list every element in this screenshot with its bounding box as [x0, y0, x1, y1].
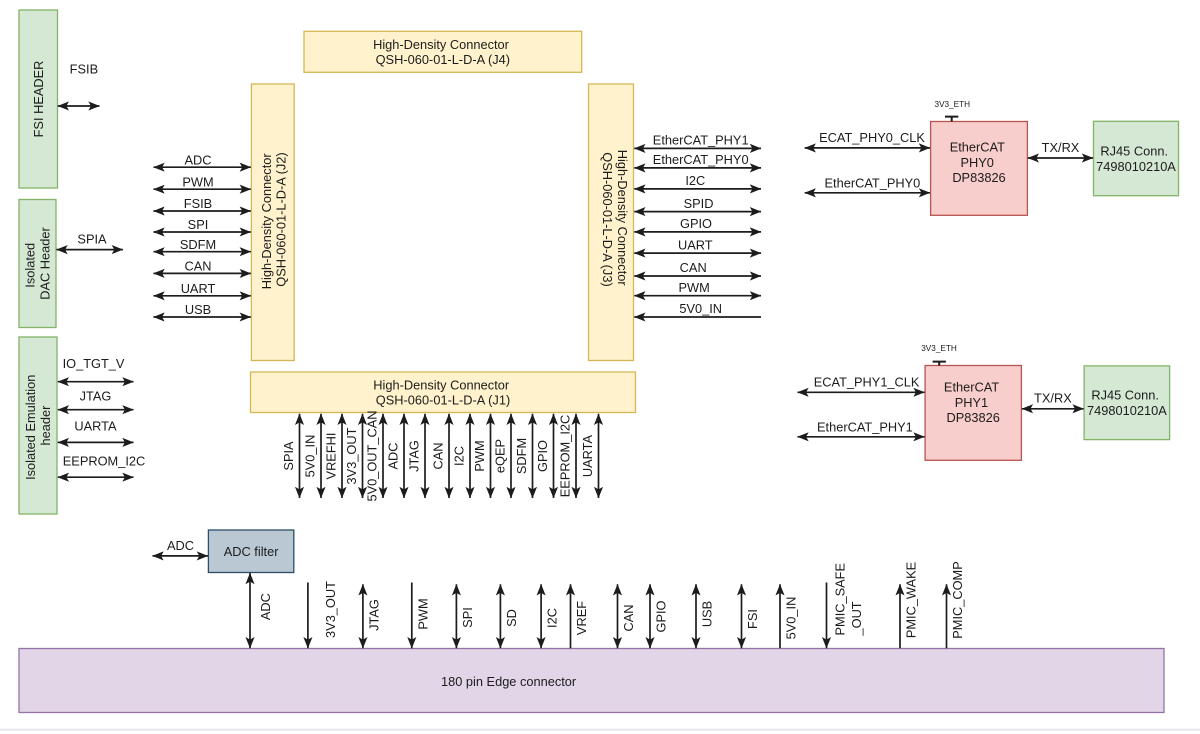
svg-text:PWM: PWM [415, 598, 430, 629]
svg-text:5V0_IN: 5V0_IN [784, 597, 799, 640]
svg-text:FSIB: FSIB [184, 196, 212, 211]
svg-text:eQEP: eQEP [493, 439, 508, 473]
svg-text:5V0_OUT_CAN: 5V0_OUT_CAN [365, 410, 380, 501]
svg-text:RJ45 Conn. 7498010210A: RJ45 Conn. 7498010210A [1096, 143, 1176, 173]
svg-text:SPIA: SPIA [77, 231, 107, 246]
svg-text:CAN: CAN [680, 260, 707, 275]
svg-text:EtherCAT_PHY0: EtherCAT_PHY0 [825, 176, 921, 191]
svg-text:FSI: FSI [745, 609, 760, 629]
svg-text:PWM: PWM [182, 174, 213, 189]
svg-text:SPI: SPI [188, 217, 209, 232]
svg-text:3V3_ETH: 3V3_ETH [935, 100, 971, 109]
svg-text:ADC: ADC [258, 593, 273, 620]
svg-text:SPID: SPID [684, 196, 714, 211]
svg-text:UART: UART [678, 237, 713, 252]
svg-text:CAN: CAN [431, 442, 446, 469]
svg-text:Isolated Emulation header: Isolated Emulation header [23, 371, 53, 480]
svg-text:UART: UART [181, 281, 216, 296]
svg-text:EEPROM_I2C: EEPROM_I2C [558, 415, 573, 498]
svg-text:CAN: CAN [621, 604, 636, 631]
svg-text:High-Density Connector QSH-060: High-Density Connector QSH-060-01-L-D-A … [600, 150, 630, 289]
svg-text:I2C: I2C [545, 608, 560, 628]
svg-text:CAN: CAN [184, 259, 211, 274]
svg-text:JTAG: JTAG [407, 440, 422, 472]
svg-text:VREF: VREF [574, 601, 589, 635]
svg-text:SDFM: SDFM [514, 438, 529, 474]
svg-text:GPIO: GPIO [680, 216, 712, 231]
svg-text:3V3_OUT: 3V3_OUT [323, 581, 338, 638]
svg-text:5V0_IN: 5V0_IN [679, 301, 722, 316]
svg-text:USB: USB [700, 601, 715, 627]
svg-text:_OUT: _OUT [849, 601, 864, 636]
svg-text:JTAG: JTAG [80, 389, 112, 404]
svg-text:FSI HEADER: FSI HEADER [31, 61, 46, 138]
svg-text:TX/RX: TX/RX [1034, 390, 1072, 405]
svg-text:High-Density Connector QSH-060: High-Density Connector QSH-060-01-L-D-A … [373, 37, 512, 67]
svg-text:FSIB: FSIB [70, 61, 98, 76]
svg-text:GPIO: GPIO [654, 600, 669, 632]
svg-text:5V0_IN: 5V0_IN [303, 435, 318, 478]
svg-text:GPIO: GPIO [535, 440, 550, 472]
svg-text:USB: USB [185, 302, 211, 317]
svg-text:JTAG: JTAG [366, 599, 381, 631]
svg-text:High-Density Connector QSH-060: High-Density Connector QSH-060-01-L-D-A … [373, 377, 512, 407]
svg-text:PWM: PWM [472, 440, 487, 471]
svg-text:Isolated DAC Header: Isolated DAC Header [23, 226, 53, 299]
svg-text:180 pin Edge connector: 180 pin Edge connector [441, 674, 577, 689]
svg-text:EEPROM_I2C: EEPROM_I2C [63, 454, 146, 469]
svg-text:ADC: ADC [184, 152, 211, 167]
svg-text:SD: SD [504, 609, 519, 627]
svg-text:SPIA: SPIA [281, 441, 296, 471]
svg-text:EtherCAT PHY0 DP83826: EtherCAT PHY0 DP83826 [950, 140, 1009, 185]
svg-text:ADC: ADC [167, 538, 194, 553]
svg-text:High-Density Connector QSH-060: High-Density Connector QSH-060-01-L-D-A … [259, 150, 289, 289]
svg-text:EtherCAT_PHY1: EtherCAT_PHY1 [653, 133, 749, 148]
svg-text:3V3_ETH: 3V3_ETH [921, 344, 957, 353]
svg-text:SDFM: SDFM [180, 237, 216, 252]
svg-text:EtherCAT PHY1 DP83826: EtherCAT PHY1 DP83826 [944, 380, 1003, 425]
svg-text:VREFHI: VREFHI [324, 433, 339, 480]
svg-text:UARTA: UARTA [580, 434, 595, 477]
svg-text:ADC: ADC [386, 442, 401, 469]
svg-text:SPI: SPI [460, 607, 475, 628]
svg-text:PWM: PWM [678, 280, 709, 295]
svg-text:ADC filter: ADC filter [224, 544, 279, 559]
svg-text:3V3_OUT: 3V3_OUT [344, 427, 359, 484]
svg-text:PMIC_SAFE: PMIC_SAFE [833, 563, 848, 636]
svg-text:I2C: I2C [452, 446, 467, 466]
svg-text:ECAT_PHY0_CLK: ECAT_PHY0_CLK [819, 130, 925, 145]
svg-text:EtherCAT_PHY0: EtherCAT_PHY0 [653, 152, 749, 167]
svg-text:PMIC_COMP: PMIC_COMP [950, 561, 965, 639]
svg-text:IO_TGT_V: IO_TGT_V [63, 356, 125, 371]
svg-text:I2C: I2C [685, 173, 705, 188]
svg-text:ECAT_PHY1_CLK: ECAT_PHY1_CLK [814, 374, 920, 389]
svg-text:TX/RX: TX/RX [1042, 140, 1080, 155]
svg-text:EtherCAT_PHY1: EtherCAT_PHY1 [817, 419, 913, 434]
svg-text:UARTA: UARTA [74, 418, 117, 433]
svg-text:PMIC_WAKE: PMIC_WAKE [904, 562, 919, 638]
svg-text:RJ45 Conn. 7498010210A: RJ45 Conn. 7498010210A [1087, 387, 1167, 417]
